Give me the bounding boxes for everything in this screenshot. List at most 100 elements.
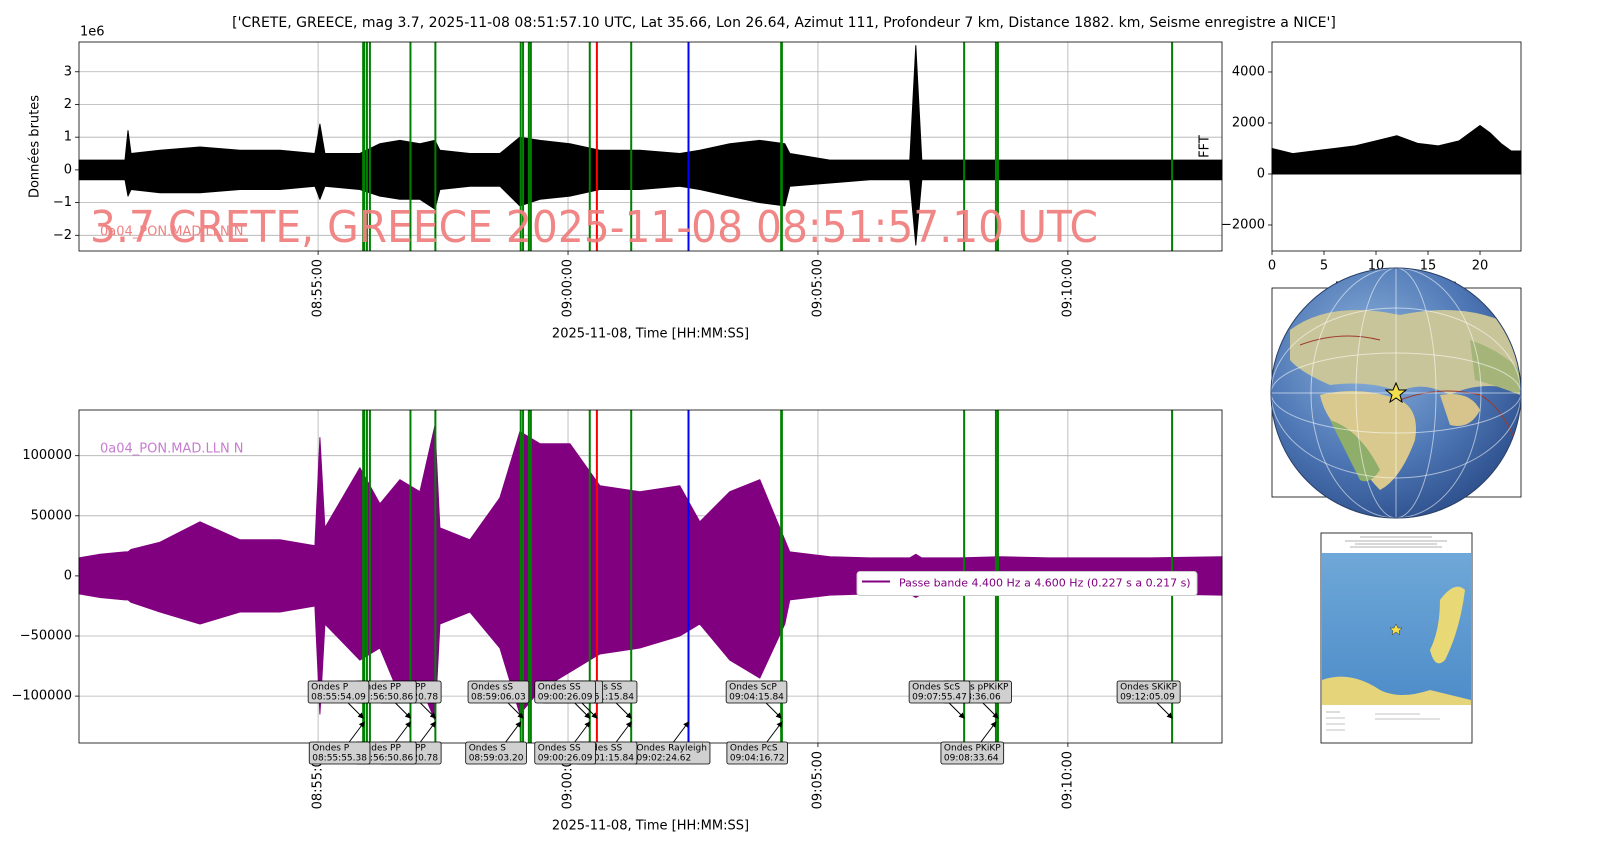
annotation-arrow (505, 721, 522, 743)
annotation-arrow (419, 721, 436, 743)
plots: −2 −1 0 1 2 3 08:55:00 09:00:00 09:05:00 09:10:00… (11, 25, 1522, 834)
axes-frame (1271, 41, 1522, 252)
annotation-text: Ondes PP (358, 744, 401, 754)
station-label: 0a04_PON.MAD.LLN N (100, 442, 244, 457)
y-tick-label: −1 (53, 195, 72, 210)
y-tick-label: −50000 (20, 629, 72, 644)
y-tick-label: −2 (53, 228, 72, 243)
annotation-text: 09:00:26.09 (538, 754, 593, 764)
y-tick-label: 0 (64, 568, 72, 583)
map-header (1345, 536, 1447, 548)
annotation-box (1116, 680, 1181, 704)
map-land (1430, 586, 1465, 664)
waveform (1271, 125, 1522, 175)
annotation-box (465, 741, 527, 765)
x-tick-label: 09:10:00 (1060, 751, 1075, 809)
y-tick-label: 50000 (31, 508, 72, 523)
y-tick-label: 2000 (1232, 115, 1265, 130)
annotation-text: 08:59:03.20 (469, 754, 524, 764)
annotation-text: Ondes S (469, 744, 507, 754)
x-tick-label: 09:05:00 (810, 751, 825, 809)
watermark: 3.7 CRETE, GREECE 2025-11-08 08:51:57.10… (90, 202, 1098, 253)
x-tick-label: 20 (1472, 259, 1489, 274)
epicenter-star (1384, 381, 1408, 404)
annotation-text: Ondes PP (358, 683, 401, 693)
annotation-text: 08:59:06.03 (471, 693, 526, 703)
annotation-text: 09:04:15.84 (729, 693, 784, 703)
y-tick-label: 0 (64, 162, 72, 177)
annotation-arrow (581, 702, 598, 719)
y-tick-label: 3 (64, 64, 72, 79)
annotation-arrow (948, 702, 965, 719)
annotation-arrow (348, 721, 365, 743)
map-legend (1326, 711, 1440, 731)
annotation-text: Ondes P (311, 683, 349, 693)
map-land (1322, 676, 1471, 705)
annotation-text: 09:08:33.64 (944, 754, 999, 764)
annotation-text: Ondes SS (538, 683, 581, 693)
x-axis-label: 2025-11-08, Time [HH:MM:SS] (552, 819, 749, 834)
annotation-text: Ondes ScP (729, 683, 777, 693)
annotation-text: 09:12:05.09 (1120, 693, 1175, 703)
annotation-arrow (574, 702, 591, 719)
annotation-arrow (980, 721, 997, 743)
annotation-box (726, 741, 789, 765)
annotation-text: Ondes P (312, 744, 350, 754)
annotation-arrow (673, 721, 690, 743)
y-tick-label: 1 (64, 130, 72, 145)
y-axis-label: FFT (1198, 135, 1213, 158)
x-tick-label: 0 (1268, 259, 1276, 274)
x-tick-label: 09:05:00 (810, 259, 825, 317)
annotation-text: 09:01:15.84 (579, 754, 634, 764)
annotation: Ondes P08:55:55.38 (308, 721, 371, 765)
annotation-text: 08:56:50.86 (358, 754, 413, 764)
annotation-arrow (507, 702, 524, 719)
legend: Passe bande 4.400 Hz a 4.600 Hz (0.227 s… (856, 571, 1198, 596)
annotation-text: Ondes pPKiKP (946, 683, 1009, 693)
x-tick-label: 09:10:00 (1060, 259, 1075, 317)
annotation-arrow (395, 702, 412, 719)
annotation-text: 08:56:50.86 (358, 693, 413, 703)
x-tick-label: 09:00:00 (561, 259, 576, 317)
annotation-arrow (1156, 702, 1173, 719)
annotation-arrow (765, 702, 782, 719)
annotation-arrow (766, 721, 783, 743)
x-tick-label: 15 (1420, 259, 1437, 274)
annotation-arrow (395, 721, 412, 743)
x-axis-label: 2025-11-08, Time [HH:MM:SS] (552, 327, 749, 342)
annotation: Ondes P08:55:54.09 (307, 680, 370, 719)
x-tick-label: 08:55:00 (311, 259, 326, 317)
annotation-text: Ondes PKiKP (944, 744, 1001, 754)
map-panel (1320, 532, 1473, 744)
legend-box (856, 571, 1198, 596)
y-axis-label: Données brutes (28, 95, 43, 198)
annotation: Ondes S08:59:03.20 (465, 721, 527, 765)
annotation-box (534, 741, 596, 765)
annotation-arrow (615, 721, 632, 743)
map-star (1389, 623, 1403, 636)
x-tick-label: 09:00:00 (561, 751, 576, 809)
annotation-box (940, 741, 1005, 765)
annotation-text: 09:08:36.06 (946, 693, 1001, 703)
annotation-arrow (347, 702, 364, 719)
x-tick-label: 08:55:00 (311, 751, 326, 809)
land (1271, 268, 1521, 518)
globe-panel (1270, 267, 1522, 519)
annotation-text: Ondes ScS (912, 683, 960, 693)
legend-label: Passe bande 4.400 Hz a 4.600 Hz (0.227 s… (899, 577, 1191, 590)
annotation-text: 09:00:26.09 (538, 693, 593, 703)
annotation-box (308, 741, 371, 765)
annotation-text: Ondes Rayleigh (637, 744, 707, 754)
y-tick-label: −100000 (11, 689, 72, 704)
chart-title: ['CRETE, GREECE, mag 3.7, 2025-11-08 08:… (232, 15, 1336, 31)
